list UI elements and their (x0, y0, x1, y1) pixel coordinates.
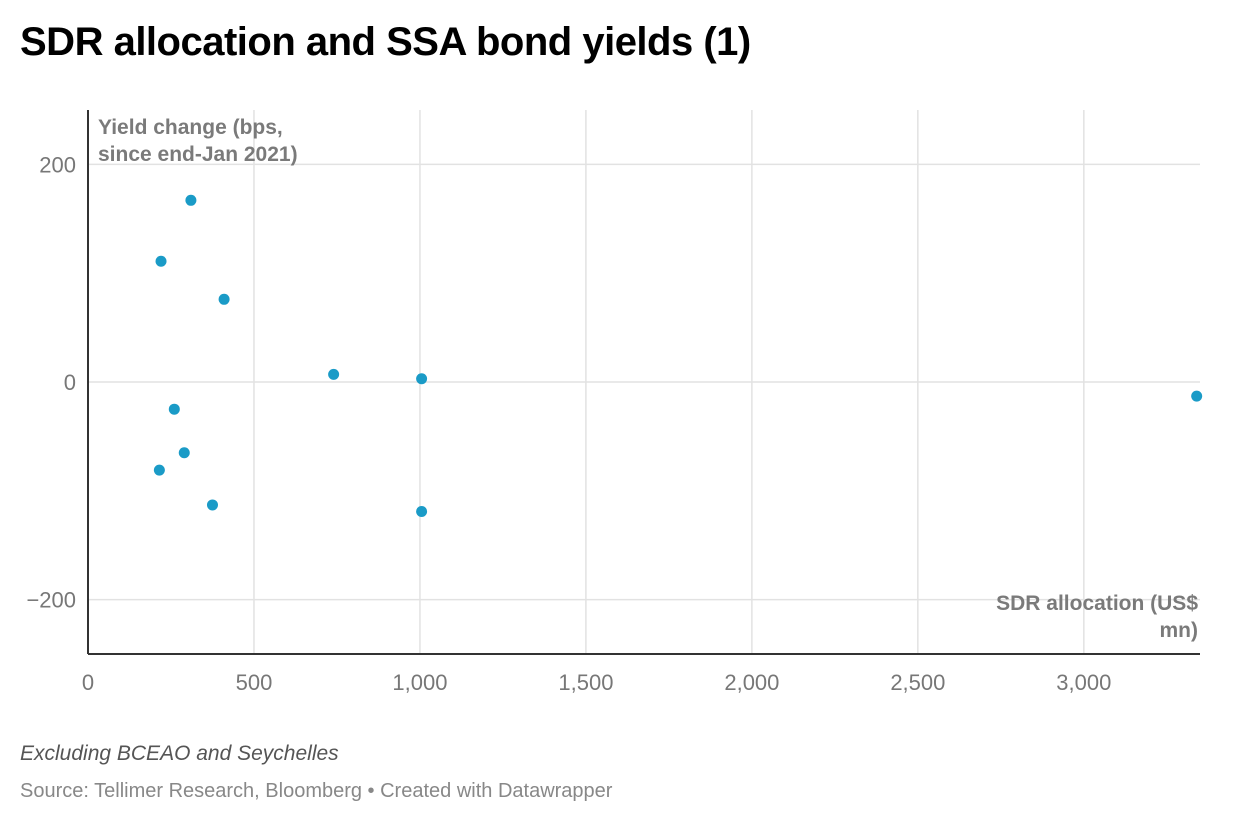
y-tick-label: −200 (26, 588, 76, 613)
y-tick-label: 200 (39, 152, 76, 177)
y-tick-label: 0 (64, 370, 76, 395)
data-point (178, 447, 190, 459)
chart-title: SDR allocation and SSA bond yields (1) (20, 20, 751, 64)
x-axis-title-line: mn) (1160, 619, 1199, 642)
data-point (416, 373, 428, 385)
x-axis-title-line: SDR allocation (US$ (996, 592, 1198, 615)
data-point (168, 403, 180, 415)
x-tick-label: 1,500 (558, 670, 613, 695)
y-axis-title: Yield change (bps, since end-Jan 2021) (98, 116, 298, 166)
data-point (328, 368, 340, 380)
x-axis-title: SDR allocation (US$ mn) (996, 592, 1198, 642)
data-point (155, 255, 167, 267)
gridlines (88, 110, 1200, 654)
x-tick-label: 0 (82, 670, 94, 695)
x-tick-label: 1,000 (392, 670, 447, 695)
source-credit: Source: Tellimer Research, Bloomberg • C… (20, 780, 613, 802)
x-tick-label: 500 (236, 670, 273, 695)
data-point (416, 505, 428, 517)
data-point (1191, 390, 1203, 402)
data-point (185, 194, 197, 206)
x-tick-label: 3,000 (1056, 670, 1111, 695)
x-tick-label: 2,000 (724, 670, 779, 695)
y-axis-title-line: Yield change (bps, (98, 116, 283, 139)
data-points (153, 194, 1203, 517)
footnote: Excluding BCEAO and Seychelles (20, 742, 339, 765)
y-axis-title-line: since end-Jan 2021) (98, 143, 298, 166)
data-point (218, 293, 230, 305)
x-tick-label: 2,500 (890, 670, 945, 695)
data-point (153, 464, 165, 476)
scatter-chart: 0 500 1,000 1,500 2,000 2,500 3,000 200 0 −200 Yi… (26, 110, 1203, 695)
data-point (206, 499, 218, 511)
axes: 0 500 1,000 1,500 2,000 2,500 3,000 200 0 −200 (26, 110, 1200, 695)
